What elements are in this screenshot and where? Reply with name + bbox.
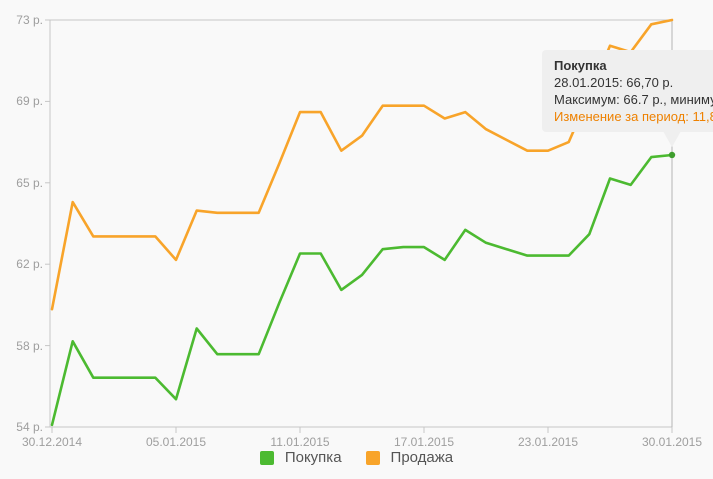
legend-label-sell: Продажа — [390, 449, 454, 466]
tooltip-date-value: 28.01.2015: 66,70 р. — [554, 75, 674, 90]
y-axis-label: 65 р. — [16, 175, 43, 190]
sell-line-series[interactable] — [50, 18, 674, 311]
tooltip-arrow-icon — [663, 131, 681, 147]
tooltip-max-min: Максимум: 66.7 р., миниму — [554, 92, 713, 107]
legend-label-buy: Покупка — [284, 449, 342, 466]
chart-legend: Покупка Продажа — [0, 449, 713, 466]
y-axis-label: 62 р. — [16, 257, 43, 272]
buy-swatch-icon — [259, 450, 274, 465]
sell-swatch-icon — [365, 450, 380, 465]
y-axis-label: 54 р. — [16, 420, 43, 434]
y-axis-label: 73 р. — [16, 13, 43, 27]
x-axis-label: 23.01.2015 — [517, 435, 579, 449]
buy-line-series[interactable] — [50, 153, 674, 427]
y-axis-label: 58 р. — [16, 338, 43, 353]
tooltip-period-change: Изменение за период: 11,8 — [554, 109, 713, 124]
hover-point-marker — [668, 151, 676, 159]
y-axis-label: 69 р. — [16, 94, 43, 109]
x-axis-label: 05.01.2015 — [145, 435, 207, 449]
x-axis-label: 30.01.2015 — [641, 435, 703, 449]
tooltip: Покупка 28.01.2015: 66,70 р. Максимум: 6… — [542, 50, 713, 132]
legend-item-buy[interactable]: Покупка — [259, 449, 342, 466]
x-axis-label: 17.01.2015 — [393, 435, 455, 449]
tooltip-title: Покупка — [554, 58, 607, 73]
x-axis-label: 30.12.2014 — [21, 435, 83, 449]
x-axis-label: 11.01.2015 — [270, 435, 330, 449]
legend-item-sell[interactable]: Продажа — [365, 449, 454, 466]
